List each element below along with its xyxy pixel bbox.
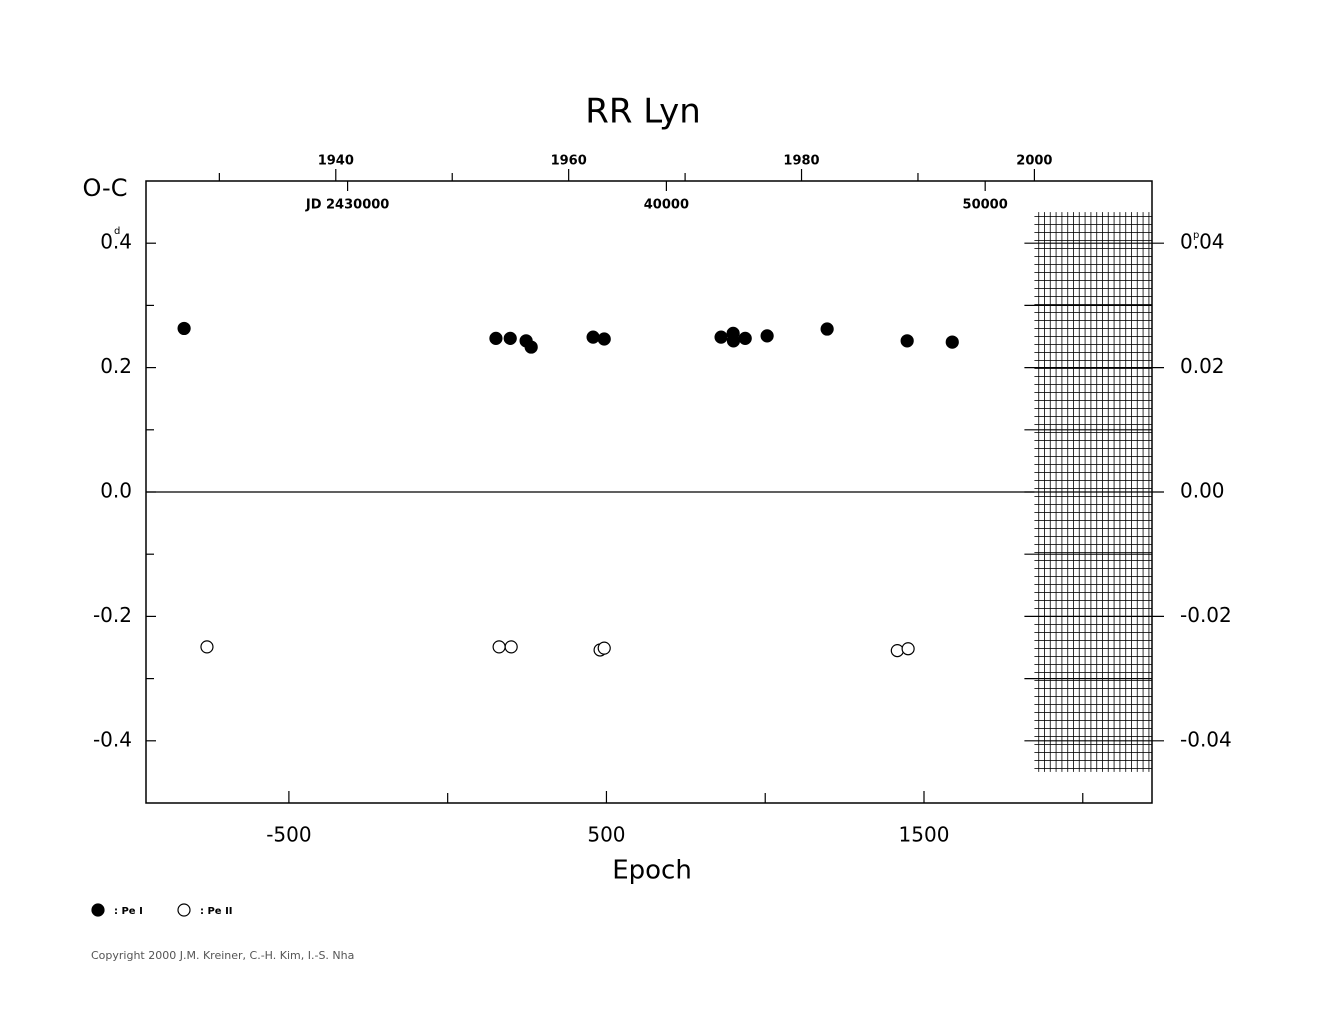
data-point: [177, 321, 191, 336]
y-tick-label: -0.2: [93, 603, 132, 627]
data-point: [524, 340, 538, 354]
data-point: [738, 331, 752, 345]
data-point: [504, 640, 518, 654]
jd-tick-label: 50000: [963, 198, 1008, 213]
data-point: [503, 331, 517, 345]
year-tick-label: 1960: [551, 154, 587, 169]
legend-marker: [177, 903, 191, 917]
y2-tick-label: 0.00: [1180, 479, 1225, 503]
x-axis-label: Epoch: [612, 856, 692, 886]
y2-tick-label: 0.02: [1180, 354, 1225, 378]
data-point: [597, 332, 611, 346]
data-point: [945, 335, 959, 349]
data-point: [901, 642, 915, 656]
chart-title: RR Lyn: [585, 92, 701, 132]
data-point: [890, 644, 904, 658]
data-point: [586, 330, 600, 344]
year-tick-label: 1940: [318, 154, 354, 169]
legend-label: : Pe I: [114, 906, 143, 917]
year-tick-label: 2000: [1016, 154, 1052, 169]
y-unit: d: [114, 226, 120, 237]
y-tick-label: -0.4: [93, 727, 132, 751]
y2-unit: p: [1193, 230, 1199, 241]
data-point: [489, 331, 503, 345]
y2-tick-label: -0.04: [1180, 727, 1232, 751]
y-tick-label: 0.0: [100, 479, 132, 503]
data-point: [492, 640, 506, 654]
year-tick-label: 1980: [783, 154, 819, 169]
y2-tick-label: 0.04: [1180, 230, 1225, 254]
legend-marker: [91, 903, 105, 917]
y2-tick-label: -0.02: [1180, 603, 1232, 627]
copyright: Copyright 2000 J.M. Kreiner, C.-H. Kim, …: [91, 949, 354, 962]
data-point: [200, 640, 214, 654]
data-point: [760, 329, 774, 343]
data-point: [820, 322, 834, 336]
legend-label: : Pe II: [200, 906, 233, 917]
y-tick-label: 0.2: [100, 354, 132, 378]
data-point: [714, 330, 728, 344]
data-point: [726, 334, 741, 348]
data-point: [597, 641, 611, 655]
jd-tick-label: 40000: [644, 198, 689, 213]
data-point: [900, 334, 914, 348]
jd-tick-label: JD 2430000: [305, 198, 389, 213]
y-axis-label: O-C: [83, 174, 128, 202]
x-tick-label: 1500: [899, 823, 950, 847]
y-tick-label: 0.4: [100, 230, 132, 254]
x-tick-label: -500: [266, 823, 311, 847]
x-tick-label: 500: [587, 823, 625, 847]
